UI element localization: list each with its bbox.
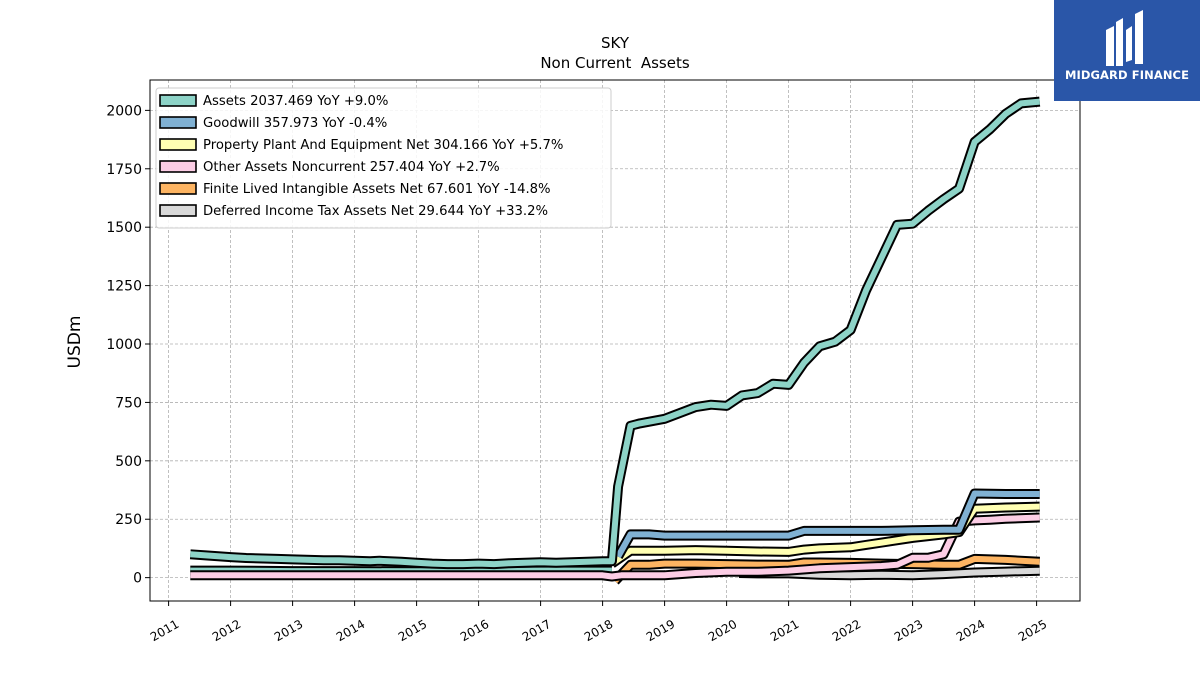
y-tick-label: 1000 bbox=[106, 337, 142, 353]
legend-entry: Assets 2037.469 YoY +9.0% bbox=[159, 94, 388, 109]
x-tick-label: 2014 bbox=[334, 617, 367, 644]
midgard-logo-icon bbox=[1106, 10, 1143, 66]
legend-label: Finite Lived Intangible Assets Net 67.60… bbox=[203, 182, 551, 197]
brand-logo: MIDGARD FINANCE bbox=[1054, 0, 1200, 101]
series-fill bbox=[615, 490, 1040, 559]
legend-swatch bbox=[159, 94, 197, 107]
series-line bbox=[611, 553, 1040, 585]
y-tick-label: 750 bbox=[115, 395, 142, 411]
series-fill bbox=[612, 555, 1040, 584]
legend-swatch bbox=[159, 182, 197, 195]
legend-label: Goodwill 357.973 YoY -0.4% bbox=[203, 116, 387, 131]
brand-name: MIDGARD FINANCE bbox=[1064, 68, 1190, 82]
x-tick-label: 2021 bbox=[768, 617, 801, 644]
legend-entry: Goodwill 357.973 YoY -0.4% bbox=[159, 116, 387, 131]
legend-swatch bbox=[159, 204, 197, 217]
y-tick-label: 1250 bbox=[106, 279, 142, 295]
legend-label: Assets 2037.469 YoY +9.0% bbox=[203, 94, 388, 109]
x-tick-label: 2016 bbox=[458, 617, 491, 644]
x-tick-label: 2015 bbox=[396, 617, 429, 644]
y-tick-label: 0 bbox=[133, 571, 142, 587]
x-tick-label: 2013 bbox=[272, 617, 305, 644]
y-tick-label: 250 bbox=[115, 512, 142, 528]
legend-entry: Deferred Income Tax Assets Net 29.644 Yo… bbox=[159, 204, 548, 219]
y-tick-label: 1500 bbox=[106, 220, 142, 236]
y-tick-label: 500 bbox=[115, 454, 142, 470]
legend-entry: Other Assets Noncurrent 257.404 YoY +2.7… bbox=[159, 160, 500, 175]
series-fill bbox=[190, 98, 1040, 568]
x-tick-label: 2017 bbox=[520, 617, 553, 644]
legend: Assets 2037.469 YoY +9.0% Goodwill 357.97… bbox=[155, 87, 612, 229]
x-tick-label: 2025 bbox=[1016, 617, 1049, 644]
chart-title: SKY bbox=[601, 34, 630, 52]
legend-swatch bbox=[159, 160, 197, 173]
legend-entry: Finite Lived Intangible Assets Net 67.60… bbox=[159, 182, 551, 197]
legend-label: Property Plant And Equipment Net 304.166… bbox=[203, 138, 563, 153]
x-tick-label: 2019 bbox=[644, 617, 677, 644]
series-fill bbox=[190, 514, 1040, 580]
chart-subtitle: Non Current Assets bbox=[540, 54, 690, 72]
y-tick-label: 2000 bbox=[106, 103, 142, 119]
legend-swatch bbox=[159, 116, 197, 129]
legend-swatch bbox=[159, 138, 197, 151]
x-tick-label: 2023 bbox=[892, 617, 925, 644]
legend-box bbox=[155, 87, 612, 229]
x-tick-label: 2012 bbox=[210, 617, 243, 644]
x-tick-label: 2022 bbox=[830, 617, 863, 644]
series-line bbox=[189, 96, 1041, 570]
plot-frame bbox=[149, 79, 1081, 602]
series-line bbox=[613, 488, 1040, 560]
legend-entry: Property Plant And Equipment Net 304.166… bbox=[159, 138, 563, 153]
x-tick-label: 2020 bbox=[706, 617, 739, 644]
x-tick-label: 2024 bbox=[954, 617, 987, 644]
y-tick-label: 1750 bbox=[106, 162, 142, 178]
series-line bbox=[190, 512, 1040, 582]
legend-label: Other Assets Noncurrent 257.404 YoY +2.7… bbox=[203, 160, 500, 175]
y-axis-label: USDm bbox=[65, 316, 85, 369]
legend-label: Deferred Income Tax Assets Net 29.644 Yo… bbox=[203, 204, 548, 219]
x-tick-label: 2011 bbox=[148, 617, 181, 644]
x-tick-label: 2018 bbox=[582, 617, 615, 644]
